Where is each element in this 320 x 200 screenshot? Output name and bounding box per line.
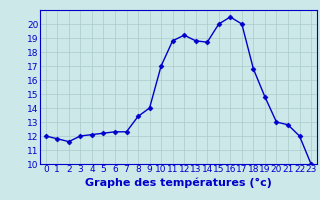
X-axis label: Graphe des températures (°c): Graphe des températures (°c) [85, 177, 272, 188]
